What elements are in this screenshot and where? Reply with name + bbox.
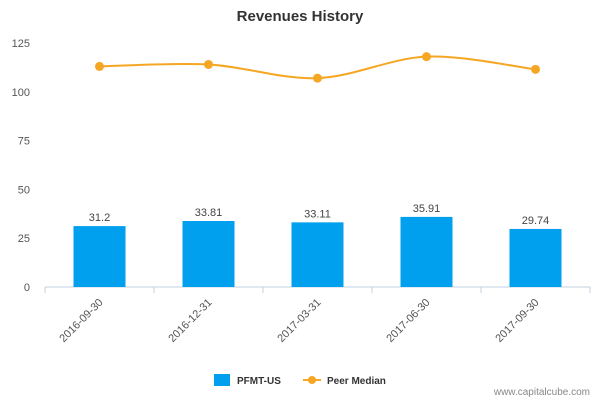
x-axis: 2016-09-30 2016-12-31 2017-03-31 2017-06-30… [44,286,591,345]
bar-series [73,216,562,287]
bar-data-labels: 31.2 33.81 33.11 35.91 29.74 [89,203,549,227]
peer-median-point[interactable] [422,52,431,62]
chart-title: Revenues History [237,8,364,25]
legend-label-pfmt-us: PFMT-US [237,376,281,387]
line-series [95,52,540,83]
peer-median-point[interactable] [204,59,213,69]
x-tick-label: 2017-09-30 [493,297,541,345]
y-axis: 0 25 50 75 100 125 [12,38,30,294]
y-tick-label: 75 [18,136,30,148]
bar-data-label: 31.2 [89,212,110,224]
bar[interactable] [509,228,562,287]
credit-text: www.capitalcube.com [493,387,590,398]
y-tick-label: 0 [24,282,30,294]
y-tick-label: 125 [12,38,30,50]
peer-median-point[interactable] [313,73,322,83]
peer-median-point[interactable] [95,61,104,71]
bar-data-label: 33.81 [195,207,223,219]
legend-label-peer-median: Peer Median [327,376,386,387]
legend-bar-swatch [214,374,230,386]
legend-item-pfmt-us[interactable]: PFMT-US [214,374,281,387]
legend-item-peer-median[interactable]: Peer Median [303,376,386,387]
bar[interactable] [182,221,235,287]
x-tick-label: 2016-12-31 [166,297,214,345]
x-tick-label: 2017-06-30 [384,297,432,345]
bar[interactable] [400,216,453,287]
y-tick-label: 100 [12,87,30,99]
legend-line-marker [308,376,316,384]
x-tick-label: 2017-03-31 [275,297,323,345]
bar[interactable] [73,226,126,287]
x-tick-label: 2016-09-30 [57,297,105,345]
y-tick-label: 25 [18,233,30,245]
bar-data-label: 29.74 [522,215,550,227]
bar-data-label: 33.11 [304,208,331,220]
y-tick-label: 50 [18,184,30,196]
bar[interactable] [291,222,344,287]
legend: PFMT-US Peer Median [214,374,386,387]
bar-data-label: 35.91 [413,203,441,215]
peer-median-point[interactable] [531,64,540,74]
